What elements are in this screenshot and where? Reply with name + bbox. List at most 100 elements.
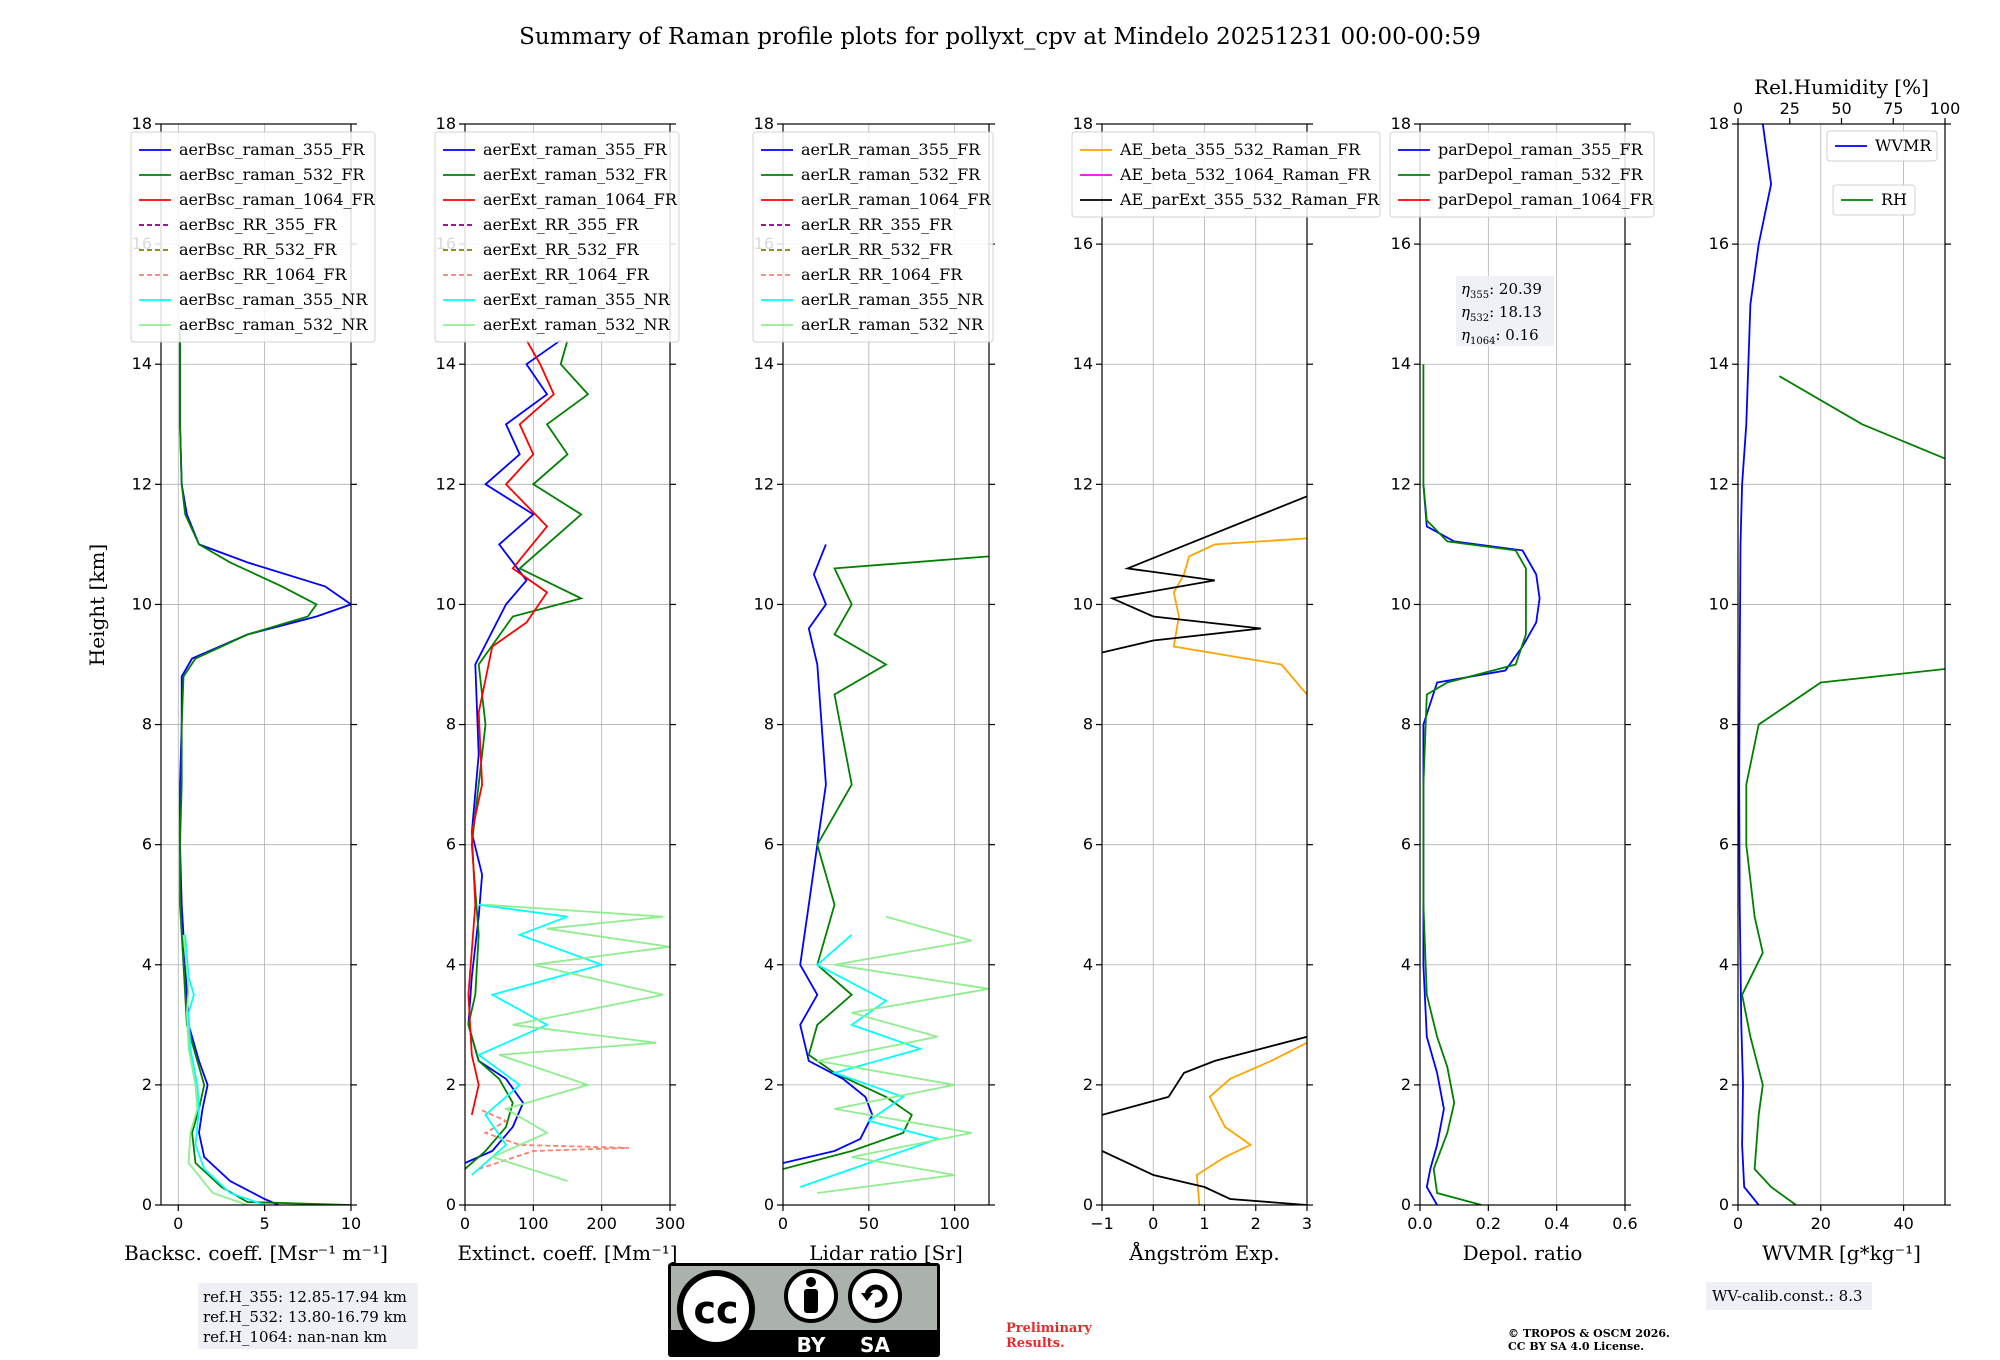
legend-box <box>1071 131 1381 218</box>
x-tick-label: 0 <box>778 1214 788 1233</box>
legend-label: aerExt_raman_532_NR <box>483 315 671 334</box>
legend-label: aerBsc_raman_532_NR <box>179 315 368 334</box>
legend-label: aerLR_raman_355_FR <box>801 140 981 159</box>
series-line-aerExt_RR_1064_FR <box>478 1108 630 1170</box>
y-tick-label: 10 <box>754 594 774 613</box>
legend-label: aerBsc_RR_355_FR <box>179 215 337 234</box>
x-tick-label: 2 <box>1251 1214 1261 1233</box>
legend-label: aerExt_raman_532_FR <box>483 165 668 184</box>
x-tick-label: 0 <box>1148 1214 1158 1233</box>
series-line-aerExt_raman_1064_FR <box>467 339 555 1116</box>
legend-box <box>1826 130 1938 162</box>
x-axis-label: Backsc. coeff. [Msr⁻¹ m⁻¹] <box>124 1241 388 1265</box>
y-tick-label: 6 <box>142 835 152 854</box>
sa-share-icon <box>848 1269 902 1323</box>
x-tick-label: 50 <box>859 1214 879 1233</box>
y-tick-label: 2 <box>764 1075 774 1094</box>
y-tick-label: 8 <box>1083 715 1093 734</box>
copyright-line2: CC BY SA 4.0 License. <box>1508 1340 1644 1353</box>
legend-depol: parDepol_raman_355_FR parDepol_raman_532_… <box>1389 131 1655 218</box>
legend-label: WVMR <box>1875 136 1932 155</box>
series-line-WVMR <box>1738 124 1773 1205</box>
legend-lr: aerLR_raman_355_FR aerLR_raman_532_FR aerL… <box>752 131 994 343</box>
y-tick-label: 0 <box>1401 1195 1411 1214</box>
legend-label: parDepol_raman_532_FR <box>1438 165 1644 184</box>
eta-value-line: η355: 20.39 <box>1461 280 1542 301</box>
legend-wvmr: WVMR <box>1826 130 1938 162</box>
y-tick-label: 12 <box>1391 474 1411 493</box>
reference-height-line: ref.H_355: 12.85-17.94 km <box>203 1288 407 1306</box>
y-tick-label: 4 <box>142 955 152 974</box>
x-tick-label: −1 <box>1090 1214 1114 1233</box>
series-line-aerLR_raman_532_NR <box>817 915 989 1194</box>
legend-ae: AE_beta_355_532_Raman_FR AE_beta_532_1064… <box>1071 131 1381 218</box>
cc-logo-text: cc <box>693 1288 738 1332</box>
y-tick-label: 10 <box>1073 594 1093 613</box>
legend-label: aerLR_RR_532_FR <box>801 240 953 259</box>
y-tick-label: 12 <box>754 474 774 493</box>
eta-value-line: η532: 18.13 <box>1461 303 1542 324</box>
legend-label: AE_parExt_355_532_Raman_FR <box>1119 190 1380 209</box>
y-tick-label: 18 <box>1709 114 1729 133</box>
y-tick-label: 0 <box>1083 1195 1093 1214</box>
legend-label: aerLR_raman_355_NR <box>801 290 984 309</box>
legend-label: aerBsc_raman_355_FR <box>179 140 365 159</box>
y-tick-label: 16 <box>1709 234 1729 253</box>
cc-license-badge[interactable]: cc BY SA <box>668 1263 940 1357</box>
y-tick-label: 0 <box>764 1195 774 1214</box>
y-tick-label: 0 <box>142 1195 152 1214</box>
series-line-AE_parExt_355_532_Raman_FR_c <box>1102 495 1307 654</box>
x-tick-label: 100 <box>518 1214 549 1233</box>
y-tick-label: 14 <box>436 354 456 373</box>
y-tick-label: 10 <box>1709 594 1729 613</box>
textbox-bg <box>198 1283 418 1349</box>
legend-label: aerExt_RR_355_FR <box>483 215 640 234</box>
y-tick-label: 6 <box>1401 835 1411 854</box>
legend-label: aerLR_RR_1064_FR <box>801 265 963 284</box>
y-tick-label: 8 <box>142 715 152 734</box>
reference-height-line: ref.H_1064: nan-nan km <box>203 1328 387 1346</box>
series-line-aerBsc_raman_355_FR <box>179 328 351 1205</box>
y-tick-label: 8 <box>764 715 774 734</box>
y-tick-label: 12 <box>132 474 152 493</box>
legend-label: aerBsc_raman_1064_FR <box>179 190 376 209</box>
y-tick-label: 16 <box>1391 234 1411 253</box>
panel-bsc: 0510024681012141618Backsc. coeff. [Msr⁻¹… <box>124 114 418 1349</box>
y-tick-label: 18 <box>1073 114 1093 133</box>
legend-label: aerLR_RR_355_FR <box>801 215 953 234</box>
y-tick-label: 2 <box>1719 1075 1729 1094</box>
legend-label: aerLR_raman_1064_FR <box>801 190 991 209</box>
panel-depol: 0.0 0.2 0.4 0.6 0 2 4 6 8 10 12 14 16 18 Depol. ratio p… <box>1389 114 1655 1265</box>
axes-frame <box>782 123 990 1206</box>
y-tick-label: 12 <box>1709 474 1729 493</box>
y-tick-label: 6 <box>1083 835 1093 854</box>
legend-label: aerExt_raman_355_FR <box>483 140 668 159</box>
legend-label: aerBsc_RR_532_FR <box>179 240 337 259</box>
axes-frame <box>160 123 352 1206</box>
top-x-axis-label: Rel.Humidity [%] <box>1754 75 1929 99</box>
y-tick-label: 4 <box>764 955 774 974</box>
x-tick-label: 3 <box>1302 1214 1312 1233</box>
y-tick-label: 2 <box>1401 1075 1411 1094</box>
panel-ext: 0100200300024681012141618Extinct. coeff.… <box>434 114 685 1265</box>
series-line-aerExt_raman_532_NR <box>485 903 670 1182</box>
y-tick-label: 0 <box>446 1195 456 1214</box>
x-tick-label: 200 <box>586 1214 617 1233</box>
series-line-aerBsc_raman_532_NR <box>182 934 248 1205</box>
copyright-line1: © TROPOS & OSCM 2026. <box>1508 1327 1670 1340</box>
x-axis-label: WVMR [g*kg⁻¹] <box>1762 1241 1921 1265</box>
y-tick-label: 18 <box>1391 114 1411 133</box>
y-tick-label: 14 <box>1073 354 1093 373</box>
series-line-RH <box>1741 375 1945 1205</box>
legend-label: aerExt_RR_1064_FR <box>483 265 650 284</box>
y-tick-label: 6 <box>1719 835 1729 854</box>
x-axis-label: Extinct. coeff. [Mm⁻¹] <box>457 1241 677 1265</box>
panels: 0510024681012141618Backsc. coeff. [Msr⁻¹… <box>124 75 1960 1349</box>
y-tick-label: 12 <box>1073 474 1093 493</box>
legend-label: aerExt_RR_532_FR <box>483 240 640 259</box>
preliminary-label-line2: Results. <box>1006 1336 1065 1351</box>
y-axis-label: Height [km] <box>85 544 109 666</box>
